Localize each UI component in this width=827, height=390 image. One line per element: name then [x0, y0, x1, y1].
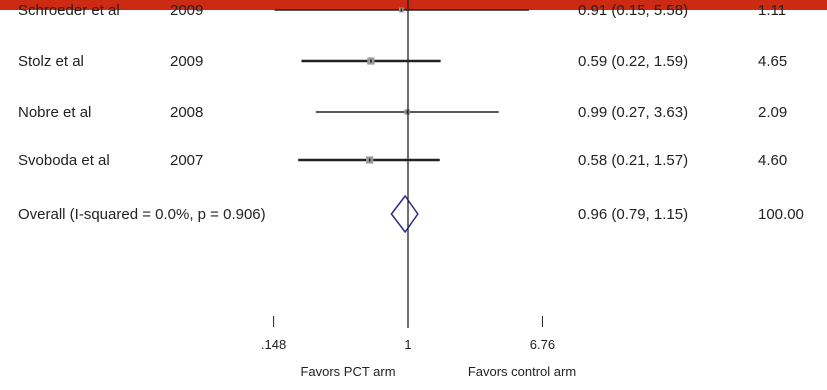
overall-row: Overall (I-squared = 0.0%, p = 0.906) 0.…	[18, 194, 804, 234]
x-tick-label: 1	[404, 337, 411, 352]
top-red-bar	[0, 0, 827, 10]
favors-right-label: Favors control arm	[468, 364, 576, 379]
study-name: Stolz et al	[18, 53, 84, 70]
study-row: Nobre et al 2008 0.99 (0.27, 3.63) 2.09	[18, 104, 787, 121]
study-row: Stolz et al 2009 0.59 (0.22, 1.59) 4.65	[18, 53, 787, 70]
study-name: Svoboda et al	[18, 152, 110, 169]
overall-label: Overall (I-squared = 0.0%, p = 0.906)	[18, 206, 266, 223]
study-weight: 1.11	[758, 2, 786, 19]
study-rows: Schroeder et al 2009 0.91 (0.15, 5.58) 1.11…	[18, 2, 787, 169]
x-tick-label: 6.76	[530, 337, 555, 352]
x-axis: .148 1 6.76	[261, 316, 555, 352]
overall-diamond	[390, 194, 419, 234]
study-ci-text: 0.59 (0.22, 1.59)	[578, 53, 688, 70]
study-weight: 2.09	[758, 104, 787, 121]
study-ci-text: 0.91 (0.15, 5.58)	[578, 2, 688, 19]
study-ci-text: 0.58 (0.21, 1.57)	[578, 152, 688, 169]
study-year: 2007	[170, 152, 203, 169]
study-weight: 4.65	[758, 53, 787, 70]
overall-ci-text: 0.96 (0.79, 1.15)	[578, 206, 688, 223]
study-year: 2009	[170, 53, 203, 70]
overall-weight: 100.00	[758, 206, 804, 223]
study-ci-text: 0.99 (0.27, 3.63)	[578, 104, 688, 121]
study-row: Schroeder et al 2009 0.91 (0.15, 5.58) 1.11	[18, 2, 786, 19]
study-year: 2008	[170, 104, 203, 121]
favors-left-label: Favors PCT arm	[300, 364, 395, 379]
study-name: Nobre et al	[18, 104, 91, 121]
study-row: Svoboda et al 2007 0.58 (0.21, 1.57) 4.60	[18, 152, 787, 169]
study-weight: 4.60	[758, 152, 787, 169]
study-year: 2009	[170, 2, 203, 19]
x-tick-label: .148	[261, 337, 286, 352]
study-name: Schroeder et al	[18, 2, 120, 19]
